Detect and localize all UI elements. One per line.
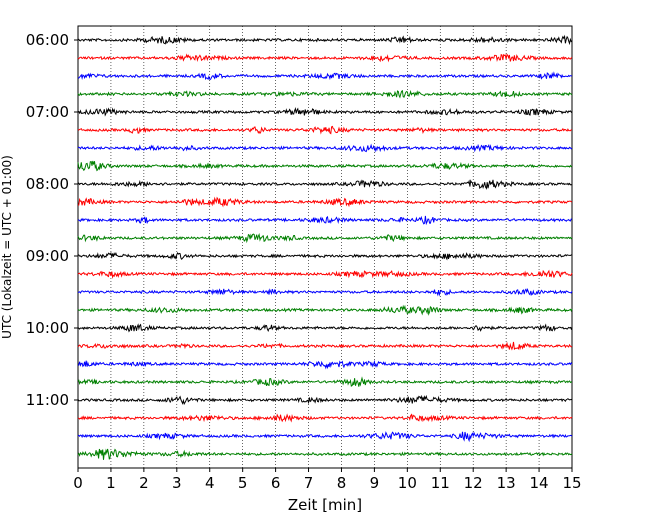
x-tick-label: 8: [337, 474, 347, 492]
y-tick-label: 06:00: [26, 31, 69, 49]
trace-1115: [77, 413, 573, 423]
x-tick-label: 10: [398, 474, 417, 492]
y-tick-label: 11:00: [26, 391, 69, 409]
plot-area: [77, 25, 573, 469]
x-tick-label: 15: [562, 474, 581, 492]
x-tick-label: 2: [139, 474, 149, 492]
trace-1130: [77, 431, 573, 443]
x-tick-label: 0: [73, 474, 83, 492]
trace-0830: [77, 215, 573, 226]
y-tick-label: 10:00: [26, 319, 69, 337]
x-tick-label: 1: [106, 474, 116, 492]
x-tick-label: 13: [497, 474, 516, 492]
x-tick-label: 12: [464, 474, 483, 492]
trace-0715: [77, 125, 572, 135]
x-tick-label: 6: [271, 474, 281, 492]
trace-1100: [77, 394, 573, 406]
x-tick-label: 3: [172, 474, 182, 492]
x-axis-label: Zeit [min]: [288, 496, 362, 514]
trace-0700: [77, 106, 573, 117]
trace-0845: [77, 232, 573, 244]
trace-0815: [77, 196, 573, 208]
trace-1030: [77, 359, 573, 370]
trace-1000: [77, 323, 573, 333]
trace-0630: [77, 71, 573, 81]
trace-0615: [77, 53, 573, 63]
x-tick-label: 5: [238, 474, 248, 492]
seismogram-traces: [77, 34, 573, 460]
y-tick-label: 08:00: [26, 175, 69, 193]
y-axis-label: UTC (Lokalzeit = UTC + 01:00): [0, 155, 14, 339]
trace-1045: [77, 376, 573, 387]
trace-0915: [77, 269, 573, 279]
trace-0800: [77, 179, 573, 190]
x-tick-label: 14: [530, 474, 549, 492]
trace-0930: [77, 288, 573, 297]
trace-0745: [77, 160, 573, 172]
trace-0730: [77, 143, 573, 153]
trace-0945: [77, 304, 573, 316]
trace-0645: [77, 89, 573, 99]
trace-0900: [77, 251, 573, 261]
x-axis-ticks: 0 1 2 3 4 5 6 7 8 9 10 11 12 13 14 15: [73, 468, 582, 492]
trace-1015: [77, 341, 573, 351]
x-tick-label: 4: [205, 474, 215, 492]
y-axis-ticks: 06:00 07:00 08:00 09:00 10:00 11:00: [26, 31, 78, 409]
y-tick-label: 09:00: [26, 247, 69, 265]
x-tick-label: 11: [431, 474, 450, 492]
y-tick-label: 07:00: [26, 103, 69, 121]
trace-1145: [77, 448, 573, 460]
trace-0600: [77, 34, 573, 46]
x-tick-label: 9: [370, 474, 380, 492]
x-tick-label: 7: [304, 474, 314, 492]
